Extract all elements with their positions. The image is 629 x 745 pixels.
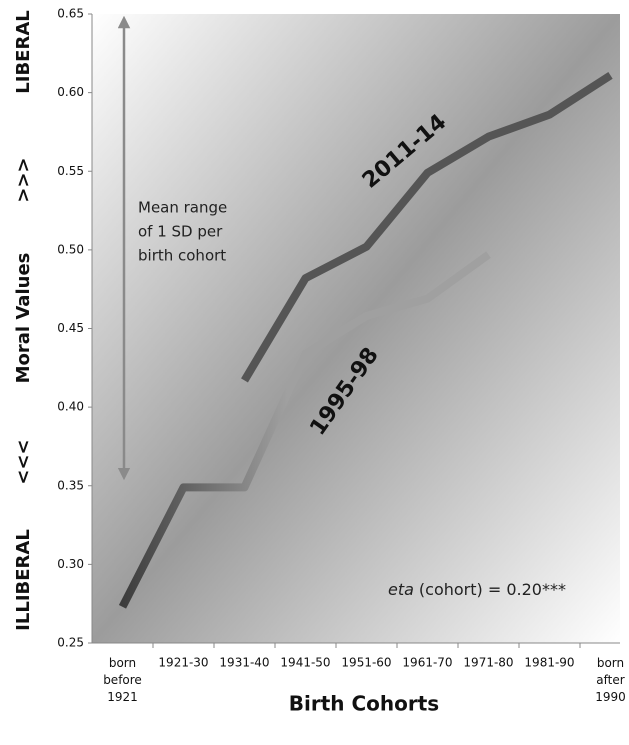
x-tick-label: born after 1990: [595, 656, 626, 704]
y-tick-label: 0.55: [57, 164, 84, 178]
annotation-line: birth cohort: [138, 247, 226, 265]
y-tick-label: 0.45: [57, 321, 84, 335]
annotation-line: Mean range: [138, 199, 227, 217]
y-tick-label: 0.60: [57, 85, 84, 99]
liberal-label: LIBERAL: [13, 10, 34, 93]
x-tick-label: 1941-50: [280, 656, 330, 670]
x-tick-label: 1971-80: [463, 656, 513, 670]
x-tick-label: 1961-70: [402, 656, 452, 670]
y-tick-label: 0.50: [57, 242, 84, 256]
plot-background: [92, 14, 620, 643]
eta-annotation: eta (cohort) = 0.20***: [388, 580, 566, 599]
y-axis-title: Moral Values: [13, 253, 34, 384]
y-tick-label: 0.30: [57, 557, 84, 571]
annotation-line: of 1 SD per: [138, 223, 223, 241]
series-line: [241, 71, 613, 383]
illiberal-label: ILLIBERAL: [13, 529, 34, 631]
y-tick-label: 0.40: [57, 400, 84, 414]
y-tick-label: 0.65: [57, 7, 84, 21]
x-tick-label: born before 1921: [103, 656, 142, 704]
down-arrows-label: <<<: [13, 439, 34, 484]
x-tick-label: 1951-60: [341, 656, 391, 670]
up-arrows-label: >>>: [13, 157, 34, 202]
x-tick-label: 1921-30: [158, 656, 208, 670]
x-axis-title: Birth Cohorts: [289, 692, 439, 716]
y-tick-label: 0.25: [57, 636, 84, 650]
eta-text: (cohort) = 0.20***: [419, 580, 566, 599]
series-line: [118, 251, 491, 609]
y-tick-label: 0.35: [57, 478, 84, 492]
x-tick-label: 1931-40: [219, 656, 269, 670]
x-tick-label: 1981-90: [524, 656, 574, 670]
eta-symbol: eta: [388, 580, 414, 599]
